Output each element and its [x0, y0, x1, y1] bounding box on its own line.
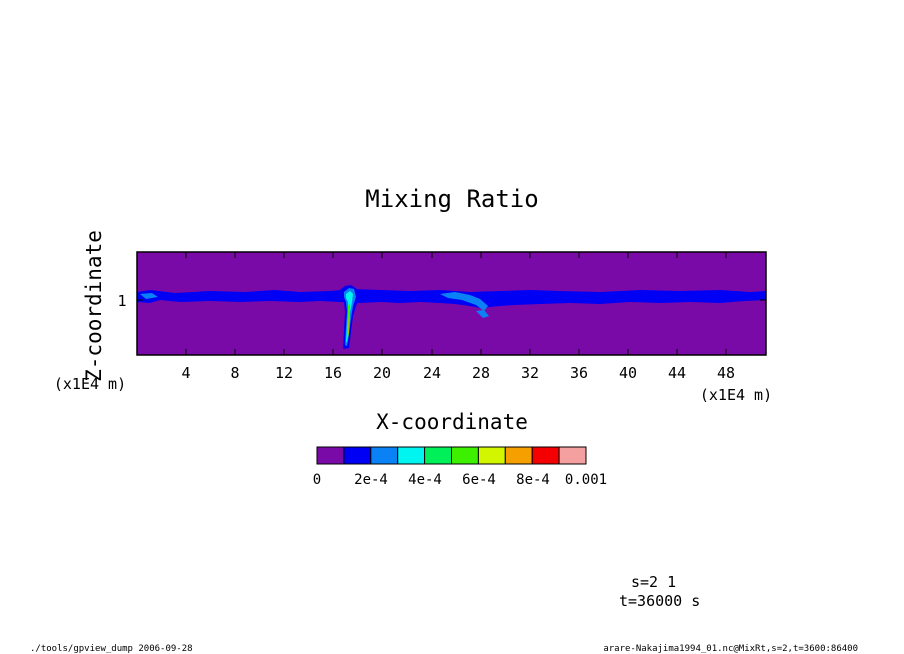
x-tick-label: 32: [521, 364, 539, 382]
colorbar-swatch: [477, 446, 506, 465]
colorbar-label: 4e-4: [408, 472, 442, 488]
footer-left: ./tools/gpview_dump 2006-09-28: [30, 644, 193, 654]
plot-area: [136, 251, 767, 356]
colorbar: [316, 446, 587, 465]
colorbar-swatch: [397, 446, 426, 465]
plume-level-8: [348, 318, 350, 334]
layer-patch-mid: [440, 292, 488, 311]
colorbar-swatch: [424, 446, 453, 465]
info-line-2: t=36000 s: [619, 592, 700, 610]
colorbar-label: 0: [313, 472, 321, 488]
chart-title: Mixing Ratio: [365, 185, 538, 213]
x-tick-label: 24: [423, 364, 441, 382]
x-tick-label: 40: [619, 364, 637, 382]
x-tick-label: 36: [570, 364, 588, 382]
colorbar-swatch: [558, 446, 587, 465]
colorbar-swatch: [370, 446, 399, 465]
footer-right: arare-Nakajima1994_01.nc@MixRt,s=2,t=360…: [603, 644, 858, 654]
colorbar-swatch: [451, 446, 479, 465]
x-axis-label: X-coordinate: [376, 410, 528, 434]
colorbar-swatch: [531, 446, 560, 465]
y-tick-label: 1: [117, 292, 126, 310]
colorbar-label: 6e-4: [462, 472, 496, 488]
x-tick-label: 12: [275, 364, 293, 382]
x-tick-labels: 4 8 12 16 20 24 28 32 36 40 44 48: [181, 364, 735, 382]
layer-patch-left: [140, 293, 158, 299]
x-tick-label: 48: [717, 364, 735, 382]
x-tick-label: 20: [373, 364, 391, 382]
colorbar-label: 0.001: [565, 472, 607, 488]
colorbar-swatch: [316, 446, 345, 465]
colorbar-label: 8e-4: [516, 472, 550, 488]
x-tick-label: 16: [324, 364, 342, 382]
x-tick-label: 8: [230, 364, 239, 382]
plume-level-6: [347, 304, 350, 339]
x-axis: [185, 252, 727, 355]
x-axis-unit: (x1E4 m): [700, 386, 772, 404]
x-tick-label: 4: [181, 364, 190, 382]
layer-patch-small: [476, 310, 489, 318]
colorbar-swatch: [343, 446, 372, 465]
x-tick-label: 28: [472, 364, 490, 382]
info-line-1: s=2 1: [631, 573, 676, 591]
plot-frame: [136, 251, 767, 356]
colorbar-labels: 0 2e-4 4e-4 6e-4 8e-4 0.001: [313, 472, 607, 488]
colorbar-label: 2e-4: [354, 472, 388, 488]
colorbar-swatch: [504, 446, 533, 465]
y-axis-unit: (x1E4 m): [54, 375, 126, 393]
x-tick-label: 44: [668, 364, 686, 382]
y-axis-label: Z-coordinate: [82, 230, 106, 382]
